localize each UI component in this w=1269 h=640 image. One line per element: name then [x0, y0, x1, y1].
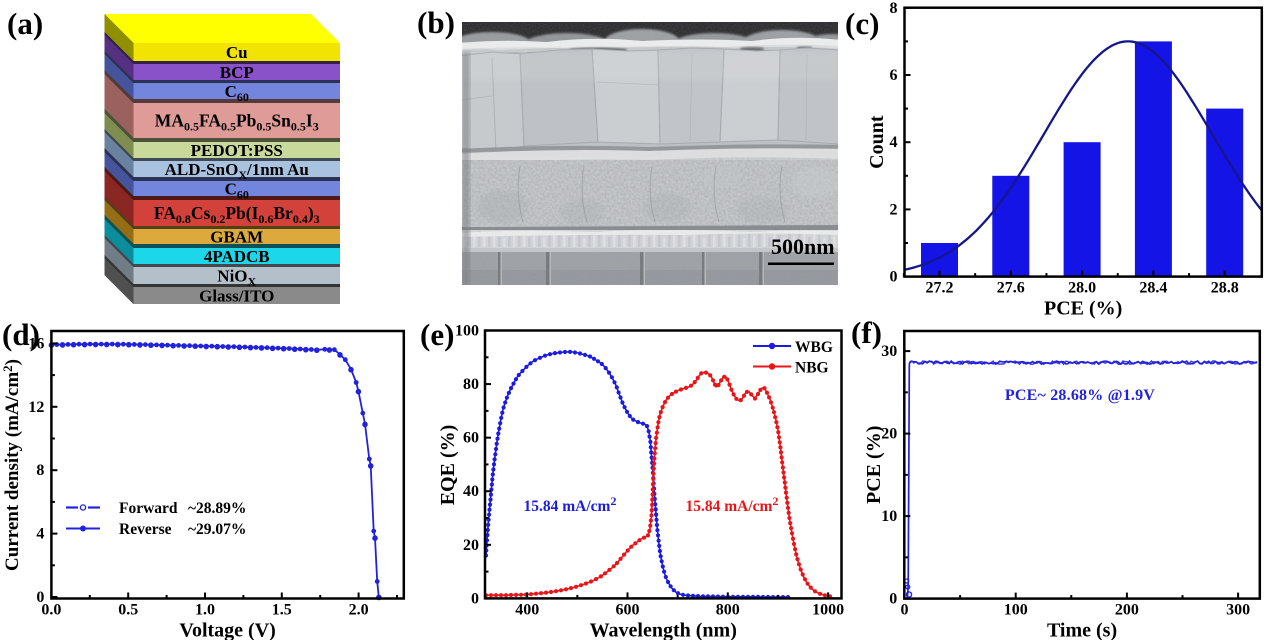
svg-text:0.5: 0.5	[118, 602, 138, 619]
svg-text:PCE (%): PCE (%)	[863, 426, 885, 504]
svg-text:WBG: WBG	[795, 339, 833, 356]
svg-text:16: 16	[28, 335, 44, 352]
svg-text:15.84 mA/cm2: 15.84 mA/cm2	[686, 494, 779, 515]
svg-text:27.2: 27.2	[926, 280, 954, 297]
svg-text:0: 0	[889, 591, 897, 608]
svg-text:12: 12	[28, 399, 44, 416]
svg-text:0: 0	[471, 590, 479, 607]
svg-text:27.6: 27.6	[997, 280, 1025, 297]
svg-text:PCE (%): PCE (%)	[1044, 298, 1122, 320]
svg-text:300: 300	[1226, 602, 1250, 619]
svg-text:28.8: 28.8	[1211, 280, 1239, 297]
svg-text:4: 4	[890, 134, 898, 151]
svg-text:Forward: Forward	[119, 500, 178, 517]
svg-text:~29.07%: ~29.07%	[188, 521, 246, 538]
svg-text:Time (s): Time (s)	[1047, 620, 1117, 640]
svg-text:8: 8	[890, 0, 898, 17]
svg-text:NiOX: NiOX	[217, 267, 256, 289]
svg-text:Reverse: Reverse	[119, 521, 172, 538]
svg-text:1000: 1000	[812, 601, 844, 618]
svg-text:Glass/ITO: Glass/ITO	[199, 287, 274, 306]
svg-text:60: 60	[463, 430, 479, 447]
svg-text:800: 800	[716, 601, 740, 618]
svg-text:2.0: 2.0	[349, 602, 369, 619]
svg-text:FA0.8Cs0.2Pb(I0.6Br0.4)3: FA0.8Cs0.2Pb(I0.6Br0.4)3	[154, 203, 320, 226]
svg-text:100: 100	[1004, 602, 1028, 619]
svg-text:28.4: 28.4	[1139, 280, 1167, 297]
svg-text:0: 0	[36, 589, 44, 606]
svg-text:1.0: 1.0	[195, 602, 215, 619]
svg-text:~28.89%: ~28.89%	[188, 500, 246, 517]
svg-text:0.0: 0.0	[41, 602, 61, 619]
svg-text:Current density (mA/cm2): Current density (mA/cm2)	[0, 359, 23, 571]
svg-text:6: 6	[890, 67, 898, 84]
svg-text:PEDOT:PSS: PEDOT:PSS	[191, 141, 283, 160]
svg-text:1.5: 1.5	[272, 602, 292, 619]
svg-text:0: 0	[890, 269, 898, 286]
svg-text:200: 200	[1115, 602, 1139, 619]
svg-text:Wavelength (nm): Wavelength (nm)	[590, 619, 737, 640]
svg-text:80: 80	[463, 376, 479, 393]
svg-text:0: 0	[901, 602, 909, 619]
svg-text:BCP: BCP	[220, 63, 254, 82]
svg-text:400: 400	[515, 601, 539, 618]
svg-text:30: 30	[881, 343, 897, 360]
svg-text:8: 8	[36, 462, 44, 479]
svg-text:4: 4	[36, 526, 44, 543]
svg-text:NBG: NBG	[795, 360, 829, 377]
svg-text:600: 600	[616, 601, 640, 618]
svg-text:2: 2	[890, 201, 898, 218]
svg-text:GBAM: GBAM	[210, 228, 263, 247]
svg-text:20: 20	[463, 537, 479, 554]
svg-text:10: 10	[881, 508, 897, 525]
svg-text:ALD-SnOX/1nm Au: ALD-SnOX/1nm Au	[165, 160, 309, 182]
svg-text:4PADCB: 4PADCB	[204, 247, 270, 266]
svg-text:28.0: 28.0	[1068, 280, 1096, 297]
svg-text:Voltage (V): Voltage (V)	[179, 620, 275, 640]
svg-text:Count: Count	[866, 115, 888, 169]
svg-text:20: 20	[881, 426, 897, 443]
svg-text:100: 100	[455, 323, 479, 340]
svg-text:PCE~ 28.68% @1.9V: PCE~ 28.68% @1.9V	[1005, 387, 1155, 404]
svg-text:500nm: 500nm	[771, 234, 835, 259]
svg-text:40: 40	[463, 483, 479, 500]
svg-text:15.84 mA/cm2: 15.84 mA/cm2	[524, 494, 617, 515]
svg-text:EQE (%): EQE (%)	[437, 425, 459, 506]
svg-text:Cu: Cu	[226, 43, 248, 62]
